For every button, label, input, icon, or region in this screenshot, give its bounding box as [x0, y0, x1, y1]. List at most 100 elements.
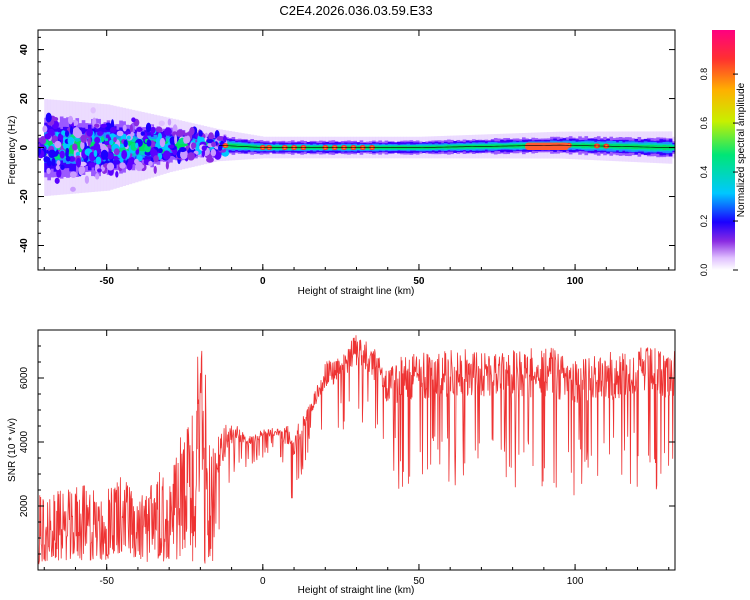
heat-blob: [165, 161, 169, 170]
heat-blob: [97, 131, 103, 136]
heat-blob: [52, 116, 59, 122]
heat-blob: [65, 155, 71, 162]
heat-blob: [80, 141, 85, 150]
spectrogram-ytick-label: 20: [19, 93, 30, 105]
heat-blob: [113, 136, 117, 143]
heat-blob: [95, 173, 100, 180]
heat-blob: [126, 135, 131, 140]
heat-blob: [148, 160, 153, 167]
heat-blob: [113, 148, 120, 156]
spectrogram-heatmap: [38, 99, 679, 197]
heat-blob: [104, 122, 112, 131]
heat-blob: [68, 156, 76, 162]
heat-blob: [204, 132, 208, 138]
heat-blob: [94, 123, 100, 128]
heat-blob: [68, 115, 74, 125]
heat-blob: [44, 133, 52, 140]
colorbar-tick-label: 0.8: [699, 68, 709, 81]
heat-centerline: [219, 144, 675, 148]
heat-blob: [106, 162, 115, 171]
heat-blob: [122, 124, 127, 132]
heat-blob: [54, 140, 62, 149]
heat-blob: [189, 127, 193, 137]
snr-xtick-label: 0: [260, 576, 266, 587]
heat-blob: [74, 129, 83, 139]
heat-blob: [75, 157, 82, 168]
heat-blob: [100, 149, 109, 160]
snr-xtick-label: -50: [99, 576, 114, 587]
colorbar-ticks: 0.0 0.2 0.4 0.6 0.8: [699, 68, 738, 276]
spectrogram-ytick-label: -40: [19, 238, 30, 253]
heat-blob: [56, 168, 62, 178]
heat-blob: [46, 167, 51, 175]
heat-blob: [201, 145, 207, 151]
heat-blob: [167, 118, 172, 126]
colorbar: 0.0 0.2 0.4 0.6 0.8 Normalized spectral ampl…: [699, 30, 747, 276]
heat-blob: [222, 135, 227, 143]
heat-band: [184, 141, 189, 149]
heat-blob: [101, 136, 105, 143]
snr-xlabel: Height of straight line (km): [298, 585, 415, 596]
heat-blob: [88, 162, 97, 168]
heat-band: [675, 143, 679, 152]
heat-band: [675, 141, 679, 154]
heat-blob: [86, 128, 93, 137]
heat-blob: [208, 132, 214, 140]
spectrogram-ylabel: Frequency (Hz): [7, 116, 18, 185]
snr-ytick-label: 2000: [19, 494, 30, 517]
spectrogram-ytick-label: 40: [19, 44, 30, 56]
heat-halo: [675, 137, 679, 159]
heat-band: [675, 145, 679, 149]
heat-blob: [93, 149, 98, 158]
colorbar-gradient: [712, 30, 735, 270]
colorbar-tick-label: 0.0: [699, 264, 709, 277]
spectrogram-axes: -50 0 50 100 -40 -20 0 20 40: [19, 30, 675, 287]
snr-ytick-label: 6000: [19, 366, 30, 389]
heat-blob: [187, 152, 195, 161]
heat-blob: [69, 171, 77, 179]
heat-blob: [109, 126, 117, 133]
spectrogram-xtick-label: -50: [99, 276, 114, 287]
heat-blob: [106, 152, 114, 160]
heat-blob: [48, 149, 57, 159]
heat-blob: [60, 164, 65, 171]
heat-band: [178, 141, 183, 149]
heat-blob: [57, 134, 64, 141]
snr-series-line: [38, 335, 675, 565]
spectrogram-xtick-label: 0: [260, 276, 266, 287]
heat-blob: [64, 130, 70, 137]
heat-band: [181, 142, 186, 149]
heat-blob: [105, 134, 110, 139]
heat-blob: [100, 123, 108, 128]
spectrogram-xtick-label: 100: [567, 276, 584, 287]
heat-ridge: [525, 142, 569, 150]
heat-blob: [59, 150, 65, 159]
heat-blob: [153, 155, 159, 163]
heat-blob: [172, 124, 178, 134]
heat-blob: [109, 139, 114, 146]
heat-blob: [94, 136, 101, 144]
heat-blob: [51, 157, 56, 167]
heat-blob: [164, 127, 172, 136]
heat-band: [175, 142, 180, 149]
heat-blob: [119, 162, 126, 169]
heat-blob: [69, 126, 74, 135]
spectrogram-xlabel: Height of straight line (km): [298, 286, 415, 297]
heat-blob: [99, 143, 106, 150]
colorbar-tick-label: 0.6: [699, 117, 709, 130]
heat-blob: [180, 149, 188, 160]
heat-blob: [56, 160, 61, 166]
heat-blob: [87, 136, 92, 147]
heat-blob: [176, 129, 184, 137]
spectrogram-panel: -50 0 50 100 -40 -20 0 20 40 Height of straight …: [7, 29, 679, 297]
heat-blob: [116, 130, 124, 137]
heat-blob: [130, 131, 135, 137]
heat-blob: [70, 186, 76, 192]
heat-blob: [112, 155, 120, 161]
heat-blob: [158, 120, 165, 127]
heat-band: [675, 144, 679, 151]
heat-blob: [217, 145, 223, 151]
colorbar-tick-label: 0.4: [699, 166, 709, 179]
heat-blob: [146, 139, 152, 147]
